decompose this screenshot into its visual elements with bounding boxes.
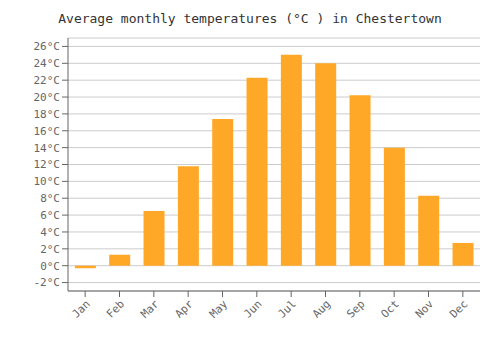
svg-text:Jul: Jul: [276, 297, 299, 320]
svg-text:Sep: Sep: [344, 297, 367, 320]
svg-text:Jan: Jan: [70, 297, 93, 320]
svg-text:Jun: Jun: [241, 297, 264, 320]
svg-text:6°C: 6°C: [40, 209, 60, 222]
svg-text:18°C: 18°C: [34, 108, 61, 121]
svg-text:-2°C: -2°C: [34, 276, 61, 289]
svg-text:8°C: 8°C: [40, 192, 60, 205]
svg-text:14°C: 14°C: [34, 142, 61, 155]
svg-text:24°C: 24°C: [34, 57, 61, 70]
svg-text:2°C: 2°C: [40, 243, 60, 256]
svg-text:Mar: Mar: [138, 297, 162, 321]
svg-text:16°C: 16°C: [34, 125, 61, 138]
svg-text:May: May: [207, 297, 231, 321]
svg-text:0°C: 0°C: [40, 260, 60, 273]
svg-text:22°C: 22°C: [34, 74, 61, 87]
svg-text:12°C: 12°C: [34, 158, 61, 171]
svg-text:20°C: 20°C: [34, 91, 61, 104]
svg-text:Apr: Apr: [173, 297, 197, 321]
svg-text:10°C: 10°C: [34, 175, 61, 188]
svg-text:4°C: 4°C: [40, 226, 60, 239]
svg-text:Oct: Oct: [379, 297, 402, 320]
html-text:Average monthly temperatures (: Average monthly temperatures (°C ) in Ch…: [58, 11, 442, 26]
svg-text:Dec: Dec: [447, 297, 470, 320]
svg-text:26°C: 26°C: [34, 40, 61, 53]
svg-text:Aug: Aug: [310, 297, 333, 320]
svg-text:Feb: Feb: [104, 297, 127, 320]
svg-text:Nov: Nov: [413, 297, 437, 321]
